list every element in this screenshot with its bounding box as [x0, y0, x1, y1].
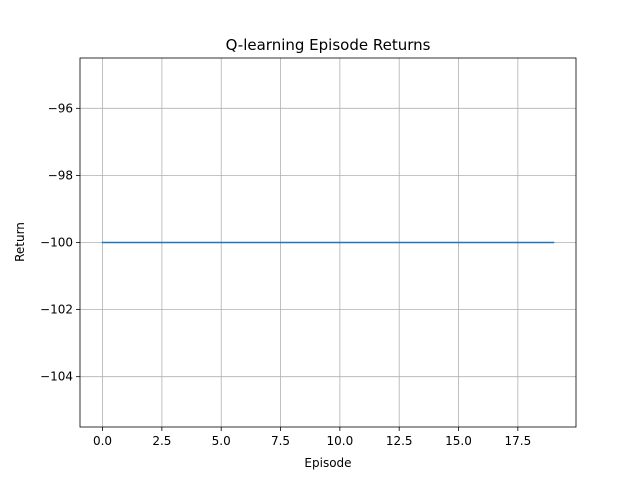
- y-tick-label: −98: [48, 168, 73, 182]
- y-axis-ticks: −104 −102 −100 −98 −96: [40, 101, 80, 384]
- x-tick-label: 10.0: [327, 434, 354, 448]
- x-axis-ticks: 0.0 2.5 5.0 7.5 10.0 12.5 15.0 17.5: [93, 427, 531, 448]
- x-tick-label: 2.5: [152, 434, 171, 448]
- y-tick-label: −104: [40, 370, 73, 384]
- x-tick-label: 12.5: [386, 434, 413, 448]
- x-axis-label: Episode: [304, 456, 351, 470]
- x-tick-label: 17.5: [504, 434, 531, 448]
- x-tick-label: 5.0: [212, 434, 231, 448]
- y-tick-label: −102: [40, 303, 73, 317]
- x-tick-label: 15.0: [445, 434, 472, 448]
- y-tick-label: −100: [40, 236, 73, 250]
- y-axis-label: Return: [13, 222, 27, 262]
- x-tick-label: 0.0: [93, 434, 112, 448]
- y-tick-label: −96: [48, 101, 73, 115]
- x-tick-label: 7.5: [271, 434, 290, 448]
- chart-title: Q-learning Episode Returns: [226, 36, 431, 54]
